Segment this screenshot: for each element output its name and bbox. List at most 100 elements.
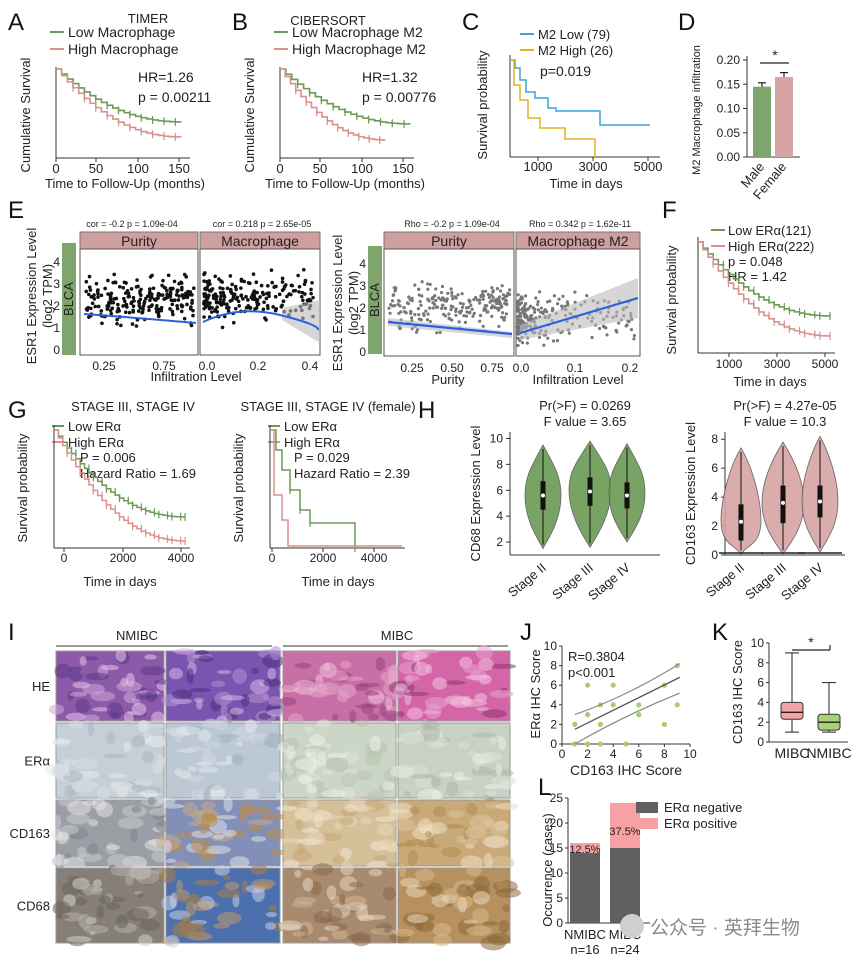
- data-point: [417, 293, 421, 297]
- data-point: [222, 314, 227, 319]
- data-point: [209, 289, 213, 293]
- tissue-blob: [367, 695, 388, 700]
- data-point: [516, 330, 520, 334]
- tissue-blob: [396, 842, 416, 847]
- data-point: [88, 288, 93, 292]
- x-tick-label: 0: [269, 551, 276, 565]
- tissue-blob: [133, 872, 151, 879]
- tissue-blob: [430, 776, 441, 788]
- tissue-blob: [326, 885, 337, 901]
- tissue-blob: [203, 718, 219, 729]
- tissue-blob: [471, 732, 497, 738]
- tissue-blob: [321, 832, 343, 842]
- data-point: [274, 307, 279, 311]
- violin-median: [781, 500, 785, 505]
- tissue-blob: [376, 839, 398, 848]
- tissue-blob: [247, 824, 263, 832]
- panel-h-cd68-title-1: Pr(>F) = 0.0269: [539, 398, 631, 413]
- data-point: [492, 299, 496, 303]
- tissue-blob: [92, 707, 111, 712]
- data-point: [297, 290, 301, 294]
- data-point: [289, 283, 294, 288]
- tissue-blob: [327, 752, 348, 759]
- y-axis-label: CD68 Expression Level: [468, 425, 483, 561]
- data-point: [521, 310, 525, 315]
- data-point: [496, 301, 500, 306]
- tissue-blob: [106, 702, 124, 718]
- y-tick-label: 2: [711, 519, 718, 533]
- data-point: [242, 279, 246, 284]
- x-tick-label: Stage IV: [778, 560, 826, 604]
- data-point: [486, 292, 490, 297]
- data-point: [297, 284, 302, 289]
- tissue-blob: [297, 775, 313, 784]
- row-label: HE: [32, 679, 50, 694]
- data-point: [525, 341, 529, 345]
- y-tick-label: 4: [359, 257, 366, 271]
- plot-area: [383, 248, 515, 357]
- data-point: [127, 310, 132, 315]
- tissue-blob: [192, 902, 210, 912]
- data-point: [274, 284, 278, 289]
- data-point: [410, 316, 414, 320]
- tissue-blob: [433, 934, 452, 947]
- data-point: [147, 308, 151, 313]
- data-point: [560, 304, 564, 308]
- data-point: [261, 292, 266, 297]
- tissue-blob: [258, 712, 272, 720]
- y-tick-label: 3: [359, 279, 366, 293]
- violin-median: [739, 519, 743, 524]
- x-axis-label: Time to Follow-Up (months): [265, 176, 425, 191]
- tissue-blob: [433, 806, 447, 818]
- tissue-blob: [115, 914, 129, 929]
- tissue-blob: [244, 719, 257, 733]
- data-point: [516, 293, 520, 297]
- data-point: [495, 286, 499, 291]
- facet-header-stat: Rho = 0.342 p = 1.62e-11: [529, 219, 631, 229]
- tissue-blob: [217, 670, 232, 675]
- tissue-blob: [325, 757, 349, 773]
- tissue-blob: [85, 672, 110, 681]
- y-tick-label: 4: [550, 698, 557, 712]
- data-point: [256, 302, 261, 306]
- data-point: [311, 295, 315, 300]
- tissue-blob: [229, 707, 244, 715]
- y-tick-label: 3: [53, 277, 60, 291]
- data-point: [169, 298, 174, 302]
- data-point: [402, 306, 406, 310]
- data-point: [397, 299, 401, 303]
- tissue-blob: [341, 786, 356, 802]
- panel-letter-e: E: [8, 197, 24, 224]
- data-point: [407, 295, 411, 299]
- tissue-blob: [464, 826, 487, 840]
- data-point: [180, 304, 184, 309]
- data-point: [463, 320, 467, 324]
- data-point: [147, 287, 152, 291]
- tissue-blob: [217, 911, 242, 925]
- data-point: [491, 296, 495, 300]
- data-point: [426, 287, 430, 291]
- p-annotation: p=0.019: [540, 63, 591, 79]
- data-point: [410, 299, 414, 303]
- tissue-blob: [425, 830, 432, 838]
- data-point: [537, 335, 542, 340]
- data-point: [435, 331, 439, 335]
- data-point: [537, 290, 542, 294]
- tissue-blob: [348, 881, 364, 888]
- data-point: [227, 305, 231, 310]
- data-point: [160, 283, 164, 288]
- data-point: [165, 289, 169, 293]
- data-point: [516, 305, 520, 309]
- data-point: [246, 298, 250, 302]
- data-point: [542, 343, 546, 347]
- data-point: [191, 313, 195, 318]
- tissue-blob: [399, 731, 425, 744]
- tissue-blob: [415, 868, 435, 882]
- tissue-blob: [268, 905, 278, 912]
- data-point: [498, 289, 503, 293]
- x-tick-label: NMIBC: [564, 927, 606, 942]
- confidence-lower: [574, 692, 680, 745]
- tissue-blob: [279, 697, 297, 706]
- data-point: [213, 309, 217, 313]
- tissue-blob: [186, 668, 194, 684]
